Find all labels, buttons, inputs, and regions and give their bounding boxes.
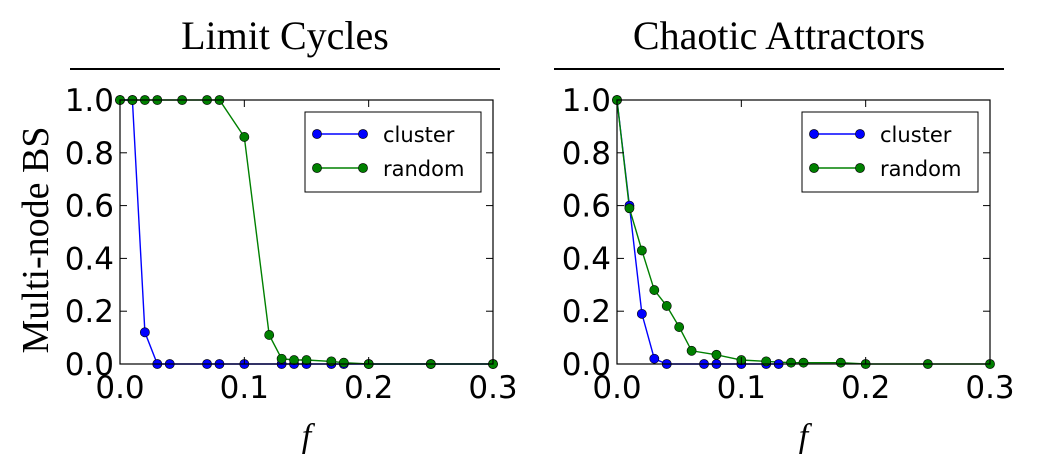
- data-point-random: [239, 132, 250, 142]
- x-tick-label: 0.2: [841, 370, 890, 406]
- y-tick-label: 1.0: [65, 83, 114, 119]
- data-point-random: [649, 285, 660, 295]
- y-tick-label: 0.0: [65, 347, 114, 383]
- y-tick-label: 0.2: [65, 294, 114, 330]
- data-point-random: [338, 357, 349, 368]
- y-tick-label: 0.8: [65, 136, 114, 172]
- legend-box: [801, 111, 979, 193]
- data-point-random: [301, 355, 312, 365]
- legend-marker-random: [312, 163, 322, 173]
- legend-marker-random: [809, 163, 819, 173]
- y-tick-label: 0.2: [562, 294, 611, 330]
- y-axis-label: Multi-node BS: [15, 127, 57, 354]
- plot-panel-2: 0.0 0.2 0.4 0.6 0.8 1.0 0.0 0.1 0.2 0.3 f cluster ra…: [562, 83, 1015, 455]
- title-underline-left: [70, 68, 500, 70]
- data-point-random: [786, 357, 796, 368]
- legend-marker-cluster: [358, 129, 368, 139]
- legend-label-random: random: [383, 157, 464, 181]
- data-point-random: [835, 357, 846, 368]
- title-underline-right: [554, 68, 1004, 70]
- plot-frame: [616, 99, 991, 365]
- data-point-random: [636, 245, 647, 256]
- data-point-random: [276, 353, 287, 364]
- legend-marker-cluster: [855, 129, 865, 139]
- data-point-cluster: [649, 353, 660, 364]
- y-tick-label: 0.8: [562, 136, 611, 172]
- x-tick-label: 0.3: [468, 370, 517, 406]
- data-point-random: [289, 355, 299, 365]
- legend-marker-random: [358, 163, 368, 173]
- series-line-cluster: [616, 99, 779, 365]
- series-line-random: [616, 99, 990, 365]
- x-tick-label: 0.2: [344, 370, 393, 406]
- y-tick-label: 0.6: [562, 189, 611, 225]
- panel-title-limit-cycles: Limit Cycles: [181, 13, 389, 58]
- plot-panel-1: 0.0 0.2 0.4 0.6 0.8 1.0 0.0 0.1 0.2 0.3 f cluster ra…: [65, 83, 518, 455]
- data-point-random: [674, 322, 685, 332]
- data-point-cluster: [636, 308, 647, 319]
- legend-box: [304, 111, 482, 193]
- panel-title-chaotic-attractors: Chaotic Attractors: [632, 13, 926, 58]
- data-point-random: [711, 349, 722, 360]
- x-axis-label: f: [302, 418, 316, 455]
- x-tick-label: 0.3: [965, 370, 1014, 406]
- plot-frame: [119, 99, 494, 365]
- x-tick-label: 0.0: [95, 370, 144, 406]
- x-tick-label: 0.1: [717, 370, 766, 406]
- data-point-random: [661, 301, 672, 311]
- y-tick-label: 0.4: [65, 241, 114, 277]
- legend-label-cluster: cluster: [383, 123, 455, 147]
- y-tick-label: 0.0: [562, 347, 611, 383]
- data-point-cluster: [139, 327, 150, 338]
- y-tick-label: 0.6: [65, 189, 114, 225]
- x-tick-label: 0.0: [592, 370, 641, 406]
- data-point-random: [798, 357, 809, 368]
- legend-label-random: random: [880, 157, 961, 181]
- x-tick-label: 0.1: [220, 370, 269, 406]
- data-point-random: [624, 203, 635, 214]
- y-tick-label: 0.4: [562, 241, 611, 277]
- legend-label-cluster: cluster: [880, 123, 952, 147]
- x-axis-label: f: [799, 418, 813, 455]
- legend-marker-cluster: [312, 129, 322, 139]
- legend-marker-cluster: [809, 129, 819, 139]
- y-tick-label: 1.0: [562, 83, 611, 119]
- legend-marker-random: [855, 163, 865, 173]
- data-point-random: [686, 345, 697, 356]
- data-point-random: [264, 330, 275, 340]
